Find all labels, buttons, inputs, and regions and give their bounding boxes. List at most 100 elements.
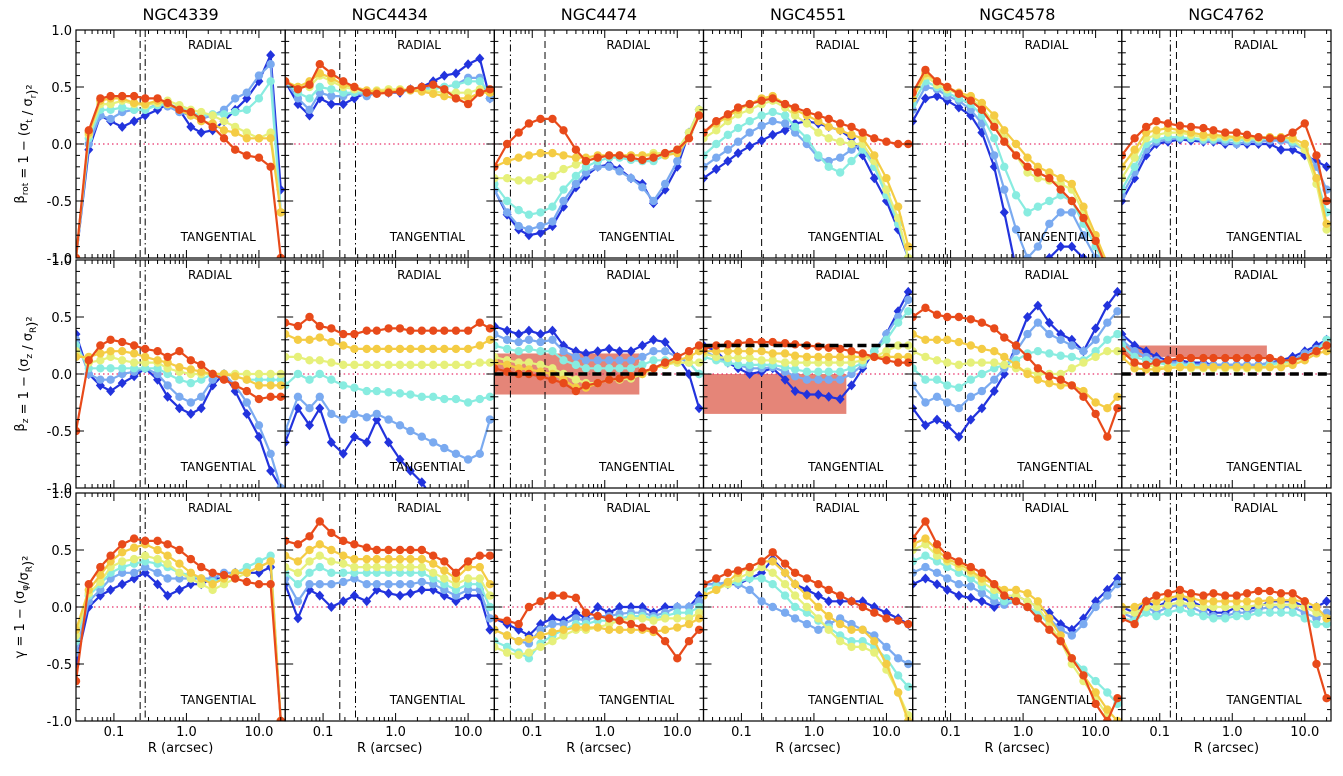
data-point <box>153 347 162 356</box>
data-point <box>1113 277 1121 285</box>
data-point <box>745 360 754 370</box>
xtick-label: 1.0 <box>804 725 825 740</box>
data-point <box>559 151 568 160</box>
data-point <box>615 625 624 634</box>
data-point <box>230 94 240 103</box>
data-point <box>954 557 964 566</box>
data-point <box>305 375 314 384</box>
data-point <box>362 344 371 354</box>
data-point <box>548 148 557 158</box>
data-point <box>1067 352 1077 362</box>
data-point <box>824 625 833 634</box>
series-line <box>285 394 491 461</box>
data-point <box>197 392 206 401</box>
data-point <box>660 347 670 356</box>
data-point <box>475 506 484 516</box>
data-point <box>1221 591 1230 600</box>
panel-plot-area <box>703 493 913 721</box>
ytick-label: -0.5 <box>47 195 72 210</box>
data-point <box>395 87 405 96</box>
data-point <box>485 85 495 94</box>
data-point <box>372 386 381 396</box>
data-point <box>315 580 324 589</box>
data-point <box>362 413 371 422</box>
data-point <box>186 568 196 577</box>
data-point <box>660 358 670 367</box>
xtick-label: 0.1 <box>522 725 543 740</box>
data-point <box>712 585 721 595</box>
data-point <box>1091 236 1100 246</box>
data-point <box>1130 162 1139 171</box>
data-point <box>406 390 415 399</box>
data-point <box>153 356 162 365</box>
x-axis-label: R (arcsec) <box>148 741 213 756</box>
data-point <box>428 568 438 577</box>
data-point <box>882 335 891 344</box>
panel-NGC4578-row2: RADIAL TANGENTIAL 0.1 1.0 10.0 R (arcsec) <box>912 492 1123 756</box>
tangential-label: TANGENTIAL <box>598 693 675 707</box>
data-point <box>140 94 150 103</box>
data-point <box>893 671 903 680</box>
tangential-label: TANGENTIAL <box>1225 460 1302 474</box>
data-point <box>615 602 625 612</box>
data-point <box>954 360 964 370</box>
data-point <box>966 562 975 572</box>
galaxy-title: NGC4339 <box>142 5 218 24</box>
data-point <box>943 358 952 367</box>
data-point <box>847 130 856 140</box>
data-point <box>395 590 405 601</box>
ytick-label: 0.0 <box>51 601 72 616</box>
data-point <box>768 94 777 103</box>
data-point <box>242 408 252 419</box>
data-point <box>977 318 987 327</box>
data-point <box>163 574 172 583</box>
data-point <box>1033 300 1043 311</box>
data-point <box>780 99 790 109</box>
data-point <box>140 352 150 362</box>
radial-label: RADIAL <box>1025 268 1069 282</box>
data-point <box>485 358 495 367</box>
data-point <box>293 613 303 624</box>
data-point <box>835 394 845 405</box>
data-point <box>230 381 240 390</box>
data-point <box>847 139 856 149</box>
data-point <box>254 421 264 430</box>
data-point <box>417 326 427 335</box>
data-point <box>219 110 229 119</box>
data-point <box>733 137 743 146</box>
data-point <box>1322 596 1332 607</box>
data-point <box>571 171 581 181</box>
data-point <box>305 545 314 555</box>
radial-label: RADIAL <box>1025 38 1069 52</box>
data-point <box>175 347 184 356</box>
data-point <box>1045 174 1054 183</box>
data-point <box>571 145 581 154</box>
data-point <box>847 642 856 652</box>
data-point <box>1254 362 1263 372</box>
panel-NGC4551-row0: RADIAL TANGENTIAL <box>702 29 914 259</box>
data-point <box>293 369 303 379</box>
data-point <box>230 372 240 381</box>
data-point <box>660 337 670 348</box>
data-point <box>502 139 512 149</box>
data-point <box>502 156 512 166</box>
data-point <box>440 506 449 516</box>
data-point <box>536 114 545 124</box>
data-point <box>559 347 568 356</box>
data-point <box>242 88 251 97</box>
panel-plot-area <box>703 30 913 258</box>
ytick-label: 0.5 <box>51 81 72 96</box>
panel-plot-area <box>494 30 704 258</box>
data-point <box>977 568 987 577</box>
data-point <box>502 325 512 336</box>
radial-label: RADIAL <box>1234 268 1278 282</box>
data-point <box>559 196 568 206</box>
data-point <box>350 329 359 339</box>
data-point <box>451 80 461 89</box>
radial-label: RADIAL <box>397 268 441 282</box>
data-point <box>571 375 581 384</box>
data-point <box>254 153 264 162</box>
data-point <box>790 614 800 623</box>
data-point <box>1067 341 1077 350</box>
